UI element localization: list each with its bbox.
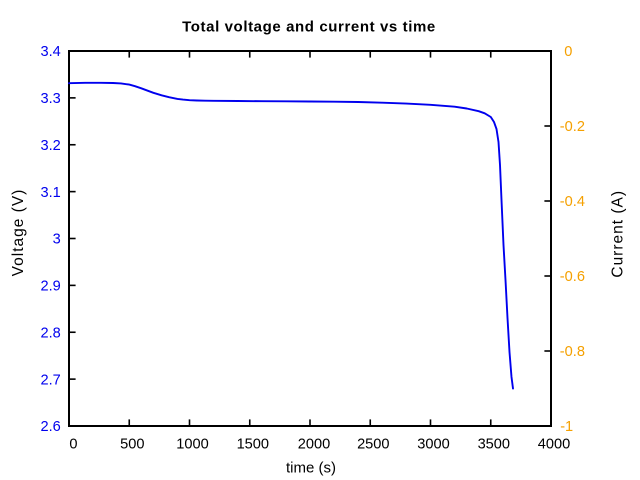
svg-text:500: 500 bbox=[120, 436, 144, 452]
svg-text:time (s): time (s) bbox=[286, 460, 336, 477]
svg-text:3.3: 3.3 bbox=[41, 91, 61, 107]
svg-text:-0.4: -0.4 bbox=[560, 194, 585, 210]
svg-text:3000: 3000 bbox=[417, 436, 449, 452]
svg-text:Total voltage and current vs t: Total voltage and current vs time bbox=[182, 19, 436, 36]
svg-text:3.1: 3.1 bbox=[41, 185, 61, 201]
svg-text:-1: -1 bbox=[560, 419, 573, 435]
svg-text:0: 0 bbox=[69, 436, 77, 452]
svg-text:4000: 4000 bbox=[538, 436, 570, 452]
svg-text:-0.8: -0.8 bbox=[560, 344, 585, 360]
svg-text:1000: 1000 bbox=[176, 436, 208, 452]
svg-text:3.4: 3.4 bbox=[41, 44, 61, 60]
svg-text:3: 3 bbox=[53, 232, 61, 248]
svg-text:2000: 2000 bbox=[298, 436, 330, 452]
svg-text:1500: 1500 bbox=[237, 436, 269, 452]
svg-text:-0.6: -0.6 bbox=[560, 269, 585, 285]
svg-text:-0.2: -0.2 bbox=[560, 119, 585, 135]
svg-text:2.9: 2.9 bbox=[41, 279, 61, 295]
svg-text:Current (A): Current (A) bbox=[610, 190, 627, 278]
svg-text:0: 0 bbox=[564, 44, 572, 60]
svg-text:2500: 2500 bbox=[357, 436, 389, 452]
svg-text:3.2: 3.2 bbox=[41, 138, 61, 154]
svg-text:3500: 3500 bbox=[478, 436, 510, 452]
svg-text:Voltage (V): Voltage (V) bbox=[10, 189, 27, 277]
svg-text:2.6: 2.6 bbox=[41, 419, 61, 435]
svg-text:2.8: 2.8 bbox=[41, 325, 61, 341]
svg-text:2.7: 2.7 bbox=[41, 372, 61, 388]
